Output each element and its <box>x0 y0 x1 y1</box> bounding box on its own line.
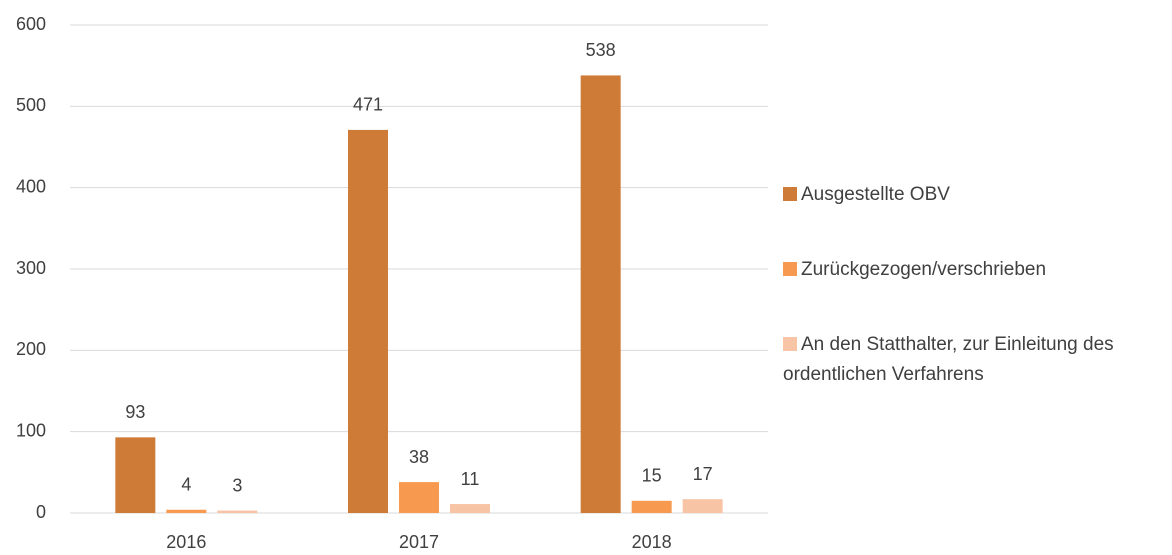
data-label: 93 <box>125 402 145 422</box>
data-label: 538 <box>586 40 616 60</box>
legend-swatch <box>783 337 797 351</box>
legend-swatch <box>783 187 797 201</box>
legend-swatch <box>783 262 797 276</box>
data-label: 38 <box>409 447 429 467</box>
bar <box>580 75 621 513</box>
legend-entry: An den Statthalter, zur Einleitung des o… <box>783 330 1168 390</box>
y-tick-label: 300 <box>16 258 46 278</box>
legend-label: Zurückgezogen/verschrieben <box>801 259 1047 280</box>
x-tick-label: 2016 <box>166 532 206 552</box>
data-label: 3 <box>232 475 242 495</box>
data-label: 4 <box>181 474 191 494</box>
y-tick-label: 600 <box>16 14 46 34</box>
y-tick-label: 500 <box>16 95 46 115</box>
bar <box>348 129 388 514</box>
bar <box>166 509 207 513</box>
data-label: 15 <box>642 466 662 486</box>
x-tick-label: 2017 <box>399 532 439 552</box>
data-label: 471 <box>353 95 383 115</box>
legend-label: An den Statthalter, zur Einleitung des o… <box>783 334 1114 385</box>
legend-entry: Zurückgezogen/verschrieben <box>783 255 1168 285</box>
data-label: 17 <box>693 464 713 484</box>
y-tick-label: 200 <box>16 339 46 359</box>
bar <box>631 500 672 513</box>
bar <box>399 482 439 513</box>
data-label: 11 <box>461 469 480 489</box>
bar <box>115 437 156 513</box>
bar <box>217 510 258 513</box>
legend-label: Ausgestellte OBV <box>801 184 950 205</box>
y-tick-label: 400 <box>16 176 46 196</box>
y-tick-label: 0 <box>36 502 46 522</box>
x-tick-label: 2018 <box>632 532 672 552</box>
y-tick-label: 100 <box>16 420 46 440</box>
bar <box>450 504 490 513</box>
legend-entry: Ausgestellte OBV <box>783 180 1168 210</box>
bar <box>682 499 723 513</box>
